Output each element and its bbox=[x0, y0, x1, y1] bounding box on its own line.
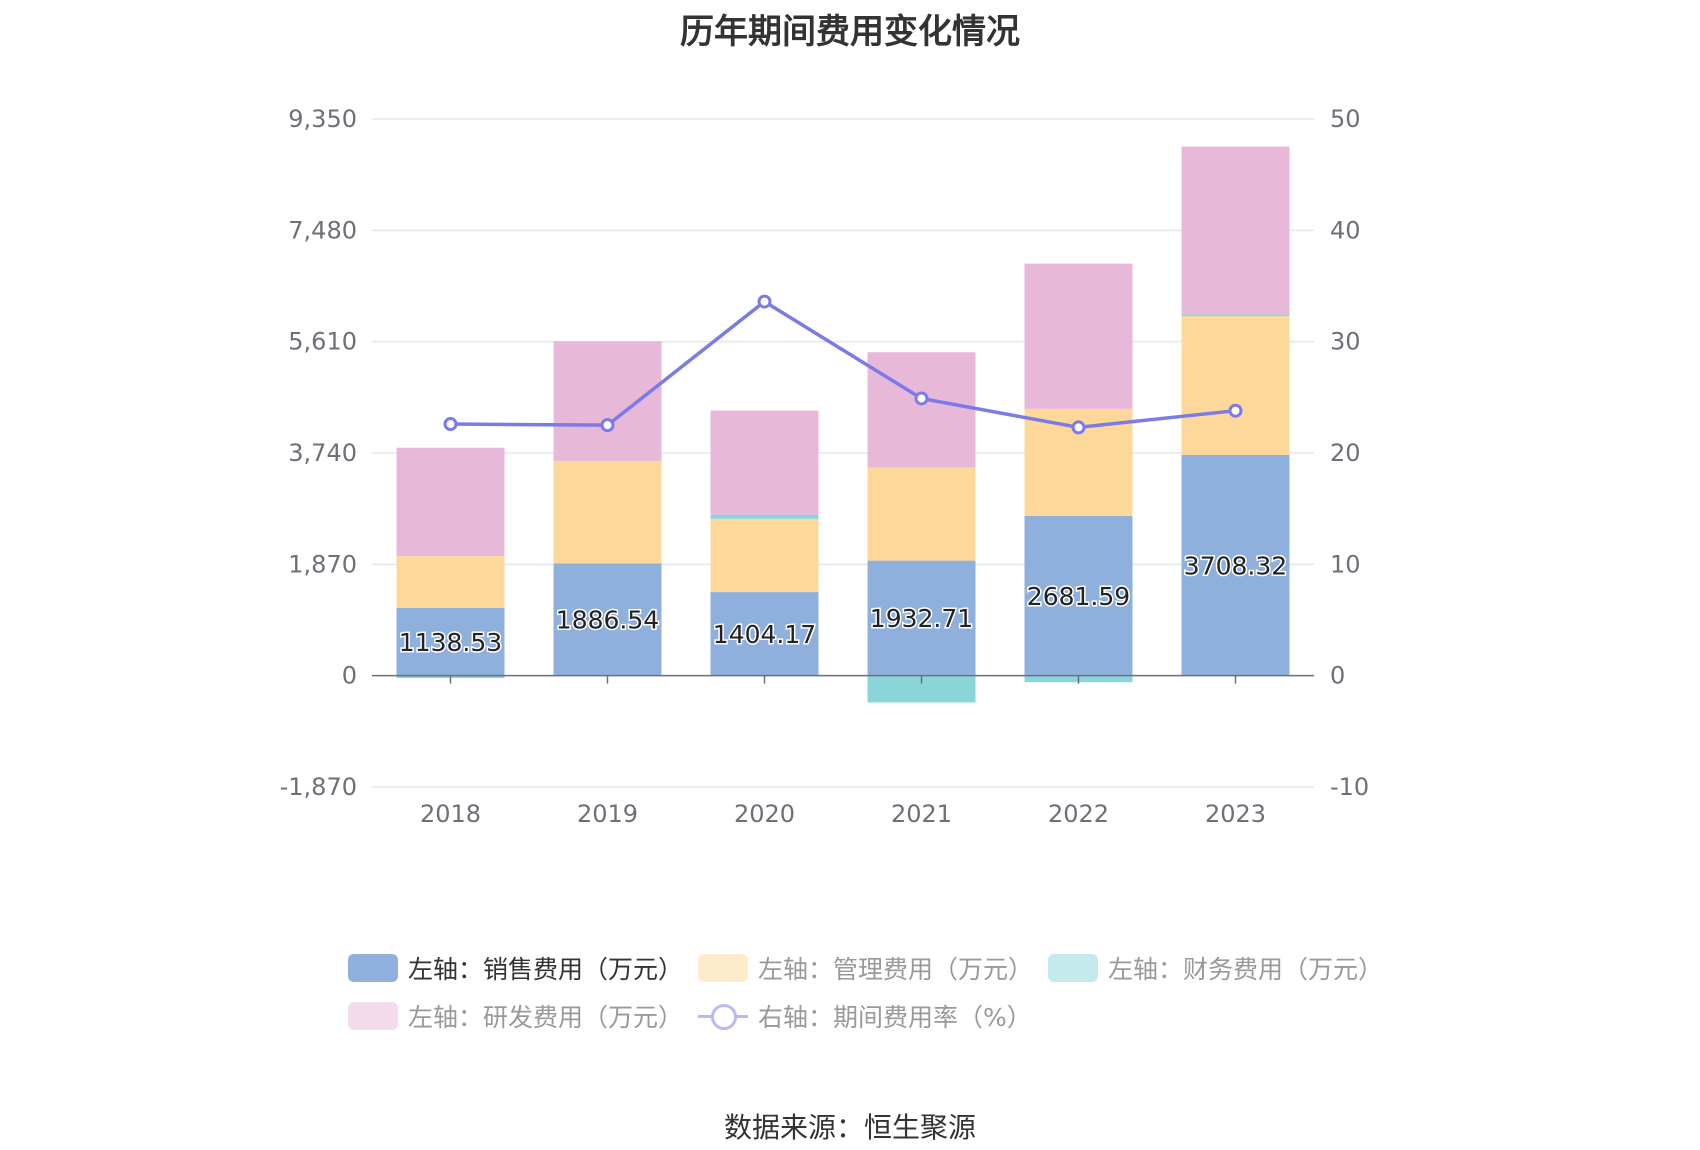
right-tick-label: 10 bbox=[1330, 550, 1361, 578]
bar-2020-series-1 bbox=[710, 518, 819, 593]
legend-swatch-icon bbox=[1048, 954, 1098, 982]
legend-item-0[interactable]: 左轴：销售费用（万元） bbox=[348, 948, 683, 988]
left-tick-label: 1,870 bbox=[288, 550, 357, 578]
legend-item-1[interactable]: 左轴：管理费用（万元） bbox=[698, 948, 1033, 988]
bar-2021-series-0 bbox=[867, 560, 976, 676]
right-tick-label: 50 bbox=[1330, 105, 1361, 133]
right-tick-label: 20 bbox=[1330, 439, 1361, 467]
bar-2020-series-2 bbox=[710, 514, 819, 519]
bar-2023-series-2 bbox=[1181, 314, 1290, 317]
chart-title: 历年期间费用变化情况 bbox=[680, 12, 1020, 52]
left-tick-label: -1,870 bbox=[280, 773, 357, 801]
right-tick-label: 30 bbox=[1330, 328, 1361, 356]
bar-2021-series-1 bbox=[867, 467, 976, 561]
rate-point-2018 bbox=[443, 417, 458, 432]
bar-2020-series-3 bbox=[710, 410, 819, 515]
rate-point-2019 bbox=[600, 418, 615, 433]
rate-line bbox=[450, 299, 1236, 430]
legend-swatch-icon bbox=[698, 1002, 748, 1030]
chart-plot: 9,350 7,480 5,610 3,740 1,870 0 -1,870 50 40 30 2… bbox=[280, 105, 1370, 828]
left-tick-label: 0 bbox=[342, 662, 357, 690]
bar-2022-series-3 bbox=[1024, 263, 1133, 409]
legend-item-4[interactable]: 右轴：期间费用率（%） bbox=[698, 996, 1032, 1036]
legend-label: 右轴：期间费用率（%） bbox=[758, 1003, 1032, 1032]
sales-value-label-2023: 3708.32 bbox=[1184, 551, 1287, 580]
bar-2019-series-1 bbox=[553, 460, 662, 564]
bar-2019-series-3 bbox=[553, 341, 662, 461]
bar-2018-series-3 bbox=[396, 447, 505, 557]
legend-label: 左轴：研发费用（万元） bbox=[408, 1003, 684, 1032]
legend-label: 左轴：财务费用（万元） bbox=[1108, 955, 1384, 984]
bar-2018-series-1 bbox=[396, 556, 505, 608]
x-tick-label: 2023 bbox=[1205, 800, 1266, 828]
sales-value-label-2020: 1404.17 bbox=[713, 620, 816, 649]
right-tick-label: -10 bbox=[1330, 773, 1369, 801]
sales-value-label-2018: 1138.53 bbox=[399, 628, 502, 657]
legend-item-3[interactable]: 左轴：研发费用（万元） bbox=[348, 996, 683, 1036]
legend-swatch-icon bbox=[348, 1002, 398, 1030]
sales-value-label-2022: 2681.59 bbox=[1027, 582, 1130, 611]
legend-label: 左轴：销售费用（万元） bbox=[408, 955, 684, 984]
rate-line-layer bbox=[443, 294, 1243, 435]
x-axis: 2018 2019 2020 2021 2022 2023 bbox=[372, 674, 1314, 828]
legend-swatch-icon bbox=[348, 954, 398, 982]
left-tick-label: 7,480 bbox=[288, 216, 357, 244]
right-tick-label: 0 bbox=[1330, 662, 1345, 690]
legend-label: 左轴：管理费用（万元） bbox=[758, 955, 1034, 984]
rate-point-2021 bbox=[914, 391, 929, 406]
bar-2023-series-0 bbox=[1181, 454, 1290, 676]
rate-point-2023 bbox=[1228, 403, 1243, 418]
sales-value-label-2019: 1886.54 bbox=[556, 606, 659, 635]
x-tick-label: 2021 bbox=[891, 800, 952, 828]
left-tick-label: 5,610 bbox=[288, 328, 357, 356]
bar-2023-series-1 bbox=[1181, 316, 1290, 455]
bar-2021-series-3 bbox=[867, 352, 976, 468]
bar-2022-series-0 bbox=[1024, 516, 1133, 676]
left-axis-labels: 9,350 7,480 5,610 3,740 1,870 0 -1,870 bbox=[280, 105, 357, 801]
left-tick-label: 3,740 bbox=[288, 439, 357, 467]
grid-lines bbox=[372, 118, 1314, 788]
left-tick-label: 9,350 bbox=[288, 105, 357, 133]
legend-swatch-icon bbox=[698, 954, 748, 982]
x-tick-label: 2019 bbox=[577, 800, 638, 828]
bar-layer bbox=[396, 146, 1290, 703]
x-tick-label: 2022 bbox=[1048, 800, 1109, 828]
rate-point-2020 bbox=[757, 294, 772, 309]
right-tick-label: 40 bbox=[1330, 216, 1361, 244]
data-label-layer: 1138.53 1886.54 1404.17 1932.71 2681.59 3708.… bbox=[397, 550, 1288, 658]
bar-2023-series-3 bbox=[1181, 146, 1290, 315]
data-source: 数据来源：恒生聚源 bbox=[723, 1111, 976, 1144]
right-axis-labels: 50 40 30 20 10 0 -10 bbox=[1330, 105, 1369, 801]
legend-item-2[interactable]: 左轴：财务费用（万元） bbox=[1048, 948, 1383, 988]
x-tick-label: 2020 bbox=[734, 800, 795, 828]
rate-point-2022 bbox=[1071, 420, 1086, 435]
sales-value-label-2021: 1932.71 bbox=[870, 604, 973, 633]
bar-2020-series-0 bbox=[710, 592, 819, 676]
x-tick-label: 2018 bbox=[420, 800, 481, 828]
bar-2018-series-0 bbox=[396, 607, 505, 676]
bar-2019-series-0 bbox=[553, 563, 662, 676]
